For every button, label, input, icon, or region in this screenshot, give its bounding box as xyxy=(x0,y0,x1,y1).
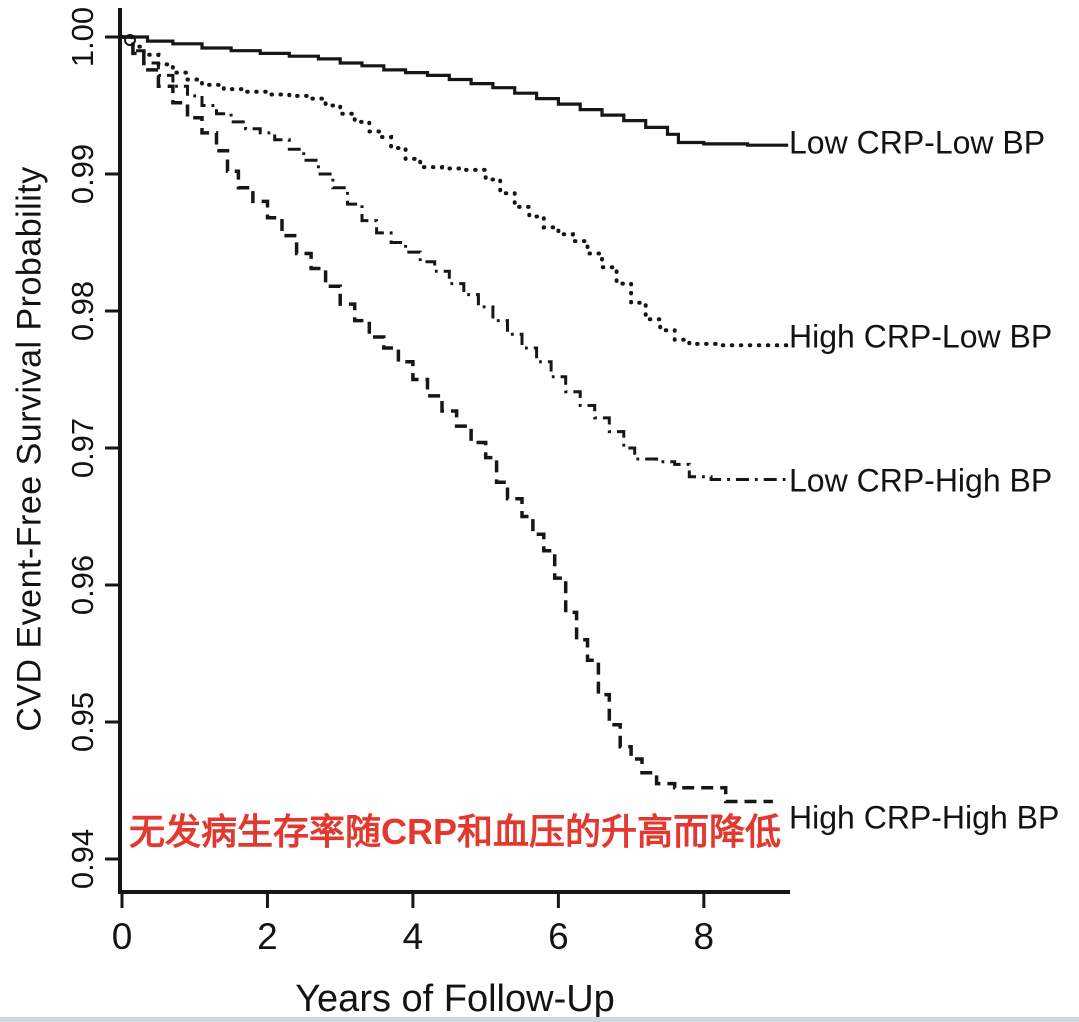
y-tick-label: 1.00 xyxy=(65,6,100,68)
bottom-edge-strip xyxy=(0,1017,1079,1022)
x-tick-label: 8 xyxy=(693,916,715,957)
legend-low-crp-low-bp: Low CRP-Low BP xyxy=(789,124,1046,161)
x-tick-label: 4 xyxy=(402,916,424,957)
y-tick-label: 0.94 xyxy=(65,828,100,890)
survival-curves xyxy=(120,35,791,804)
curve-high-crp-low-bp xyxy=(120,35,791,349)
x-tick-label: 0 xyxy=(111,916,133,957)
y-tick-label: 0.95 xyxy=(65,691,100,753)
legend-high-crp-high-bp: High CRP-High BP xyxy=(789,799,1060,836)
axes xyxy=(105,8,790,908)
x-tick-label: 6 xyxy=(548,916,569,957)
y-axis-title: CVD Event-Free Survival Probability xyxy=(10,166,49,732)
y-tick-label: 0.98 xyxy=(65,280,100,342)
y-tick-label: 0.99 xyxy=(65,143,100,205)
x-tick-label: 2 xyxy=(257,916,278,957)
y-tick-label: 0.97 xyxy=(65,417,100,479)
curve-low-crp-high-bp xyxy=(122,35,790,481)
legend-low-crp-high-bp: Low CRP-High BP xyxy=(789,462,1053,499)
curve-high-crp-high-bp xyxy=(122,35,773,804)
x-axis-title: Years of Follow-Up xyxy=(295,978,615,1020)
red-annotation-text: 无发病生存率随CRP和血压的升高而降低 xyxy=(129,811,782,852)
curve-low-crp-low-bp xyxy=(122,35,789,147)
legend-high-crp-low-bp: High CRP-Low BP xyxy=(789,318,1053,355)
y-tick-label: 0.96 xyxy=(65,554,100,616)
